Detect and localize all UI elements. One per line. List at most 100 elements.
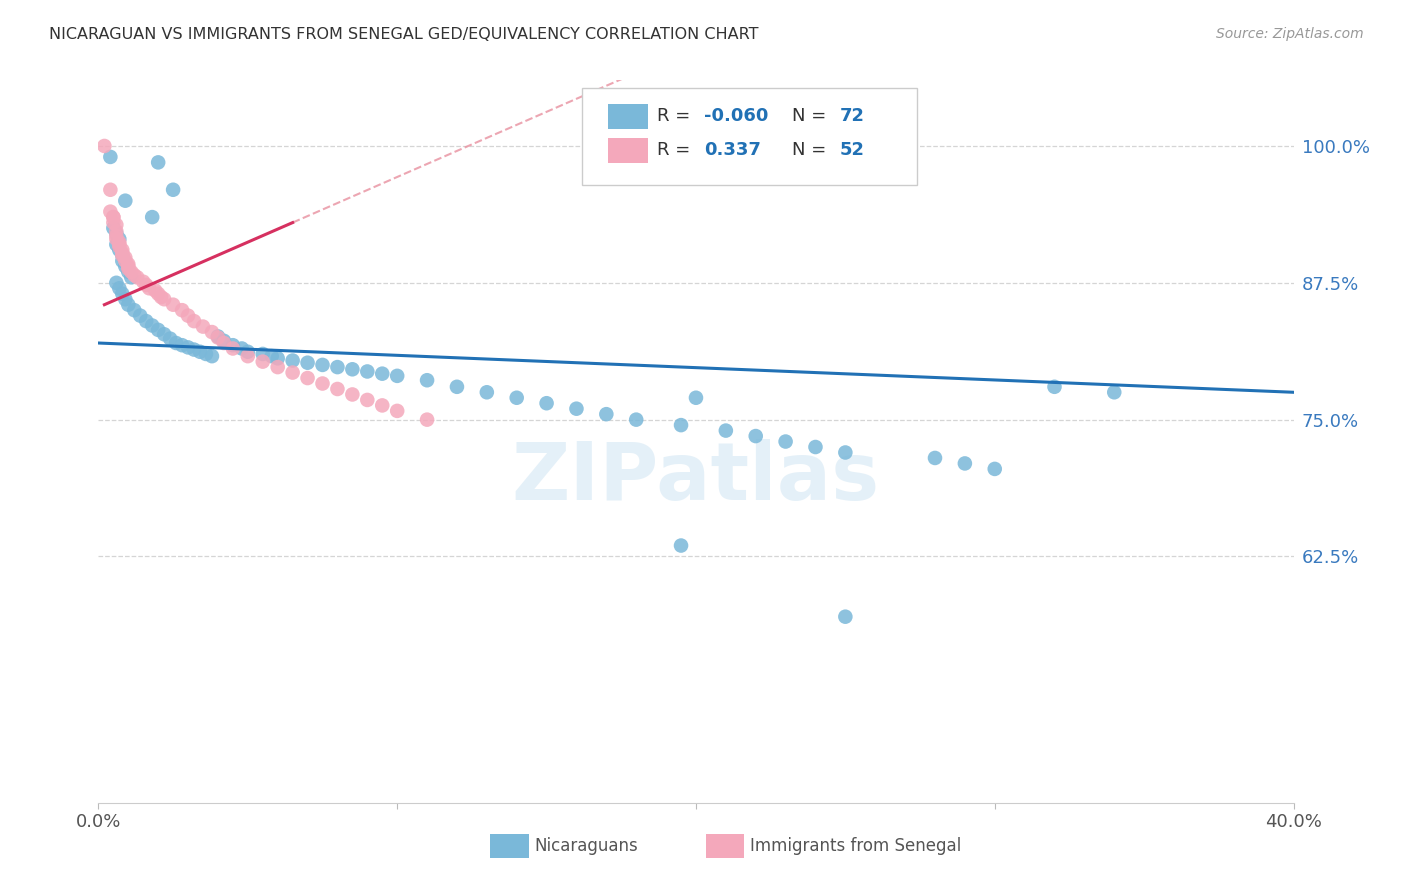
Point <box>103 210 125 224</box>
Point <box>371 398 394 412</box>
Point <box>111 246 134 260</box>
Point <box>138 281 160 295</box>
Point <box>105 276 128 290</box>
Point <box>385 368 409 383</box>
Point <box>114 194 136 208</box>
Point <box>117 298 139 312</box>
Point <box>124 303 146 318</box>
Point <box>714 424 737 438</box>
FancyBboxPatch shape <box>706 834 744 858</box>
Point <box>105 227 128 241</box>
Point <box>804 440 827 454</box>
Point <box>103 221 125 235</box>
Point <box>311 376 333 391</box>
Point <box>236 349 259 363</box>
Point <box>626 412 648 426</box>
Point <box>281 366 304 380</box>
Point <box>834 609 856 624</box>
Point <box>105 232 128 246</box>
Point <box>148 155 170 169</box>
Point <box>326 382 349 396</box>
Text: Source: ZipAtlas.com: Source: ZipAtlas.com <box>1216 27 1364 41</box>
Point <box>148 323 170 337</box>
Point <box>120 265 142 279</box>
Point <box>141 318 163 333</box>
Point <box>108 281 131 295</box>
Point <box>416 412 439 426</box>
FancyBboxPatch shape <box>607 138 648 162</box>
Point <box>834 445 856 459</box>
Point <box>93 139 115 153</box>
Point <box>124 268 146 282</box>
Text: N =: N = <box>792 107 831 126</box>
Point <box>105 228 128 243</box>
Point <box>105 237 128 252</box>
Point <box>231 342 253 356</box>
Point <box>108 243 131 257</box>
Point <box>114 253 136 268</box>
FancyBboxPatch shape <box>582 87 917 185</box>
Point <box>267 360 290 375</box>
Point <box>103 210 125 224</box>
Point <box>127 270 149 285</box>
Text: Nicaraguans: Nicaraguans <box>534 838 638 855</box>
Point <box>111 253 134 268</box>
Point <box>1043 380 1066 394</box>
Point <box>132 275 155 289</box>
Point <box>385 404 409 418</box>
Point <box>356 392 378 407</box>
Point <box>165 336 187 351</box>
Point <box>311 358 333 372</box>
Point <box>103 216 125 230</box>
Point <box>114 260 136 274</box>
Point <box>162 298 184 312</box>
Point <box>252 354 274 368</box>
Point <box>953 457 976 471</box>
Point <box>201 349 224 363</box>
Point <box>475 385 498 400</box>
Point <box>172 338 194 352</box>
Point <box>153 292 176 306</box>
Point <box>222 342 245 356</box>
Point <box>924 450 946 465</box>
Point <box>172 303 194 318</box>
Point <box>111 248 134 262</box>
Point <box>183 314 205 328</box>
Text: R =: R = <box>657 141 696 160</box>
Text: NICARAGUAN VS IMMIGRANTS FROM SENEGAL GED/EQUIVALENCY CORRELATION CHART: NICARAGUAN VS IMMIGRANTS FROM SENEGAL GE… <box>49 27 759 42</box>
Point <box>326 360 349 375</box>
Point <box>148 286 170 301</box>
Point <box>108 235 131 250</box>
Point <box>775 434 797 449</box>
Point <box>222 338 245 352</box>
Point <box>105 224 128 238</box>
Point <box>356 364 378 378</box>
Point <box>1104 385 1126 400</box>
Point <box>143 284 166 298</box>
Point <box>153 327 176 342</box>
Point <box>685 391 707 405</box>
Point <box>98 204 122 219</box>
Point <box>565 401 588 416</box>
Point <box>669 418 692 433</box>
Point <box>188 344 211 359</box>
Point <box>117 257 139 271</box>
Point <box>212 336 235 351</box>
Point <box>108 240 131 254</box>
FancyBboxPatch shape <box>491 834 529 858</box>
Point <box>117 260 139 274</box>
Point <box>297 356 319 370</box>
Point <box>135 277 157 292</box>
Point <box>108 237 131 252</box>
Point <box>150 290 173 304</box>
Point <box>446 380 468 394</box>
Point <box>117 265 139 279</box>
FancyBboxPatch shape <box>607 104 648 128</box>
Point <box>297 371 319 385</box>
Point <box>267 351 290 366</box>
Point <box>281 353 304 368</box>
Point <box>114 292 136 306</box>
Point <box>536 396 558 410</box>
Point <box>117 261 139 276</box>
Point <box>111 243 134 257</box>
